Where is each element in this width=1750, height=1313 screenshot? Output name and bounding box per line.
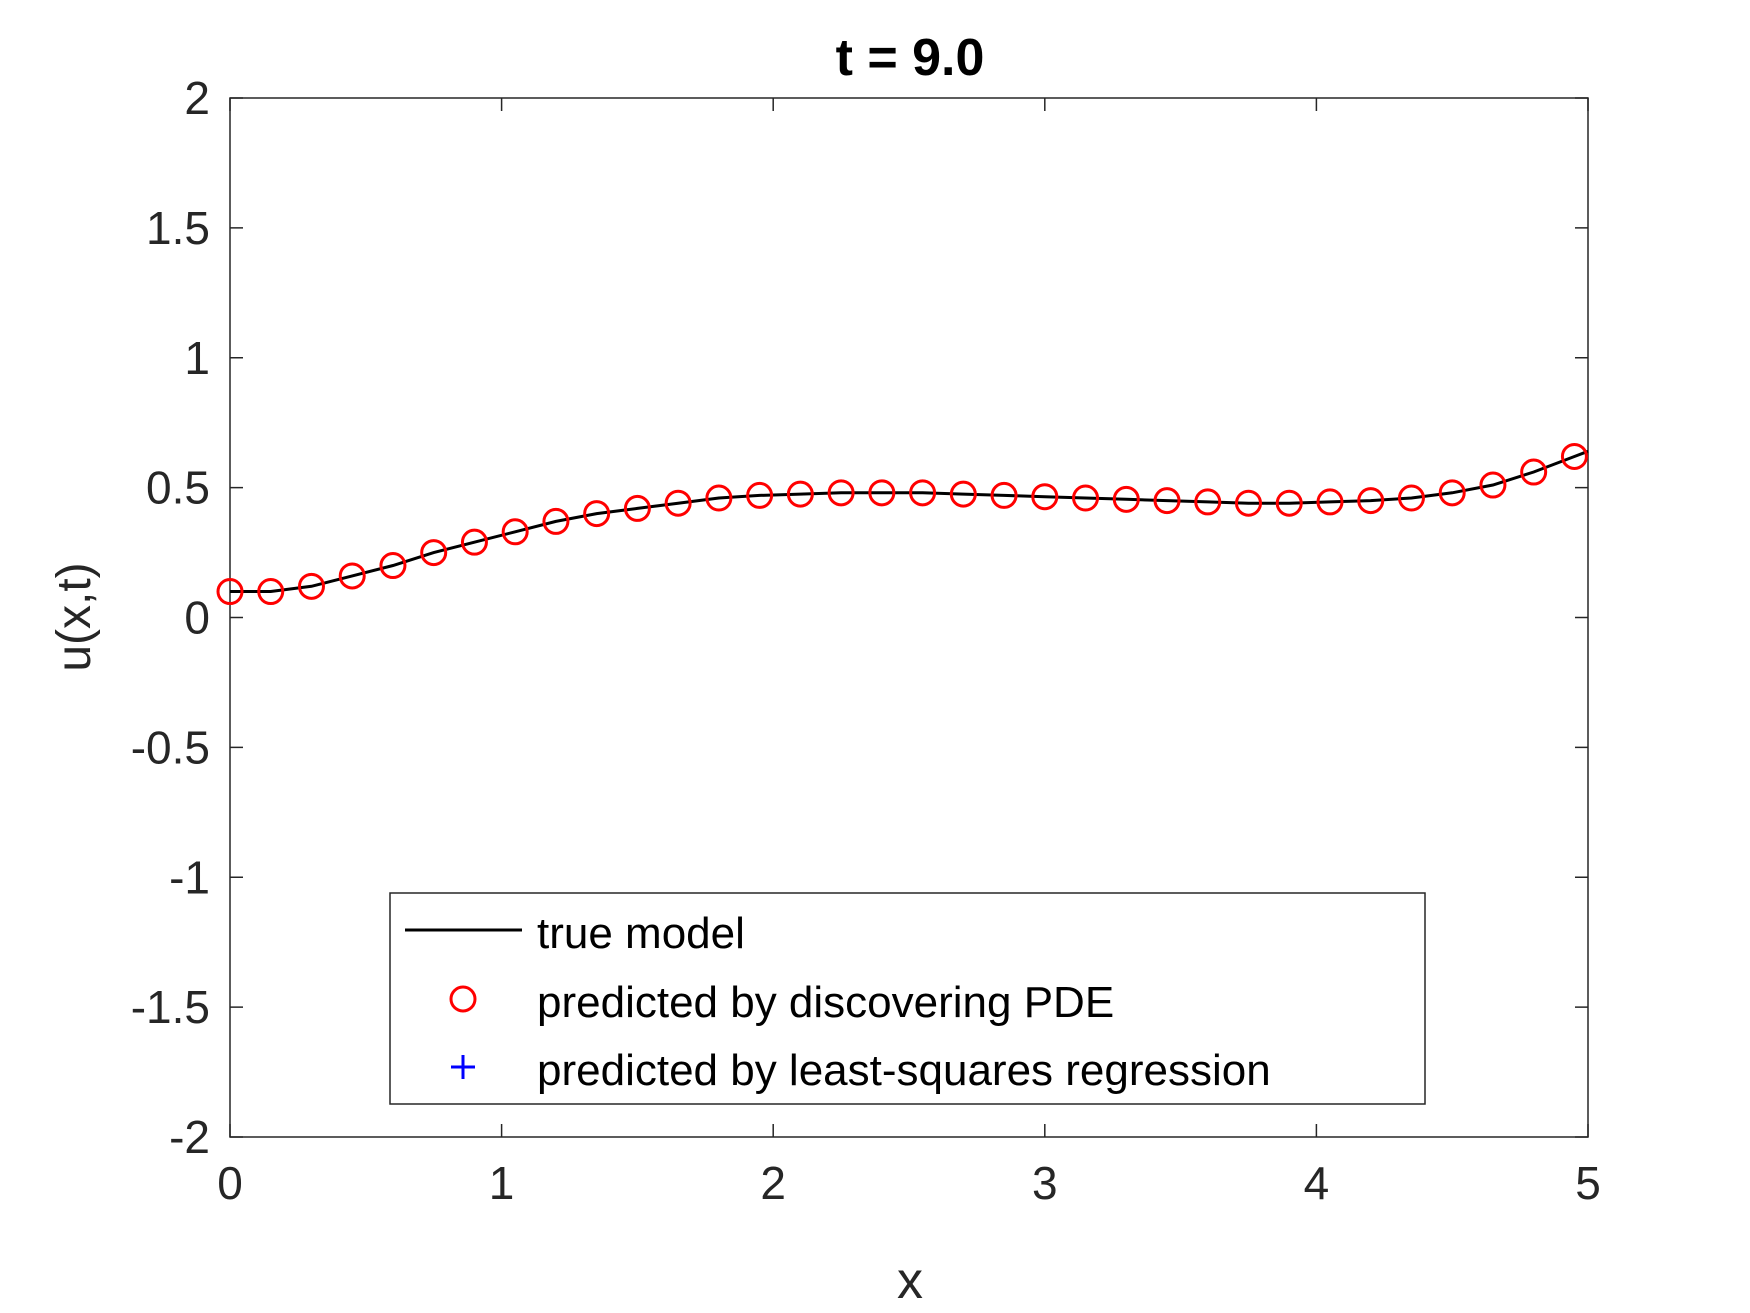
data-point-discovering-pde — [1316, 488, 1344, 516]
x-tick-label: 3 — [1032, 1157, 1058, 1209]
data-point-discovering-pde — [420, 539, 448, 567]
data-point-discovering-pde — [1357, 487, 1385, 515]
y-tick-label: 0.5 — [146, 462, 210, 514]
x-tick-label: 4 — [1304, 1157, 1330, 1209]
series-layer — [216, 442, 1589, 606]
data-point-discovering-pde — [1479, 471, 1507, 499]
series-line-true-model — [230, 449, 1589, 593]
data-point-discovering-pde — [1438, 479, 1466, 507]
data-point-discovering-pde — [297, 572, 325, 600]
data-point-discovering-pde — [1194, 488, 1222, 516]
data-point-discovering-pde — [746, 481, 774, 509]
y-tick-label: -2 — [169, 1111, 210, 1163]
x-tick-label: 0 — [217, 1157, 243, 1209]
y-tick-label: 0 — [184, 592, 210, 644]
data-point-discovering-pde — [501, 518, 529, 546]
data-point-discovering-pde — [1031, 483, 1059, 511]
data-point-discovering-pde — [338, 562, 366, 590]
x-tick-labels: 0 1 2 3 4 5 — [217, 1157, 1601, 1209]
legend-box — [389, 892, 1426, 1105]
data-point-discovering-pde — [257, 578, 285, 606]
data-point-discovering-pde — [623, 494, 651, 522]
legend: true model predicted by discovering PDE … — [389, 892, 1426, 1105]
y-tick-label: 1 — [184, 332, 210, 384]
data-point-discovering-pde — [909, 479, 937, 507]
data-point-discovering-pde — [1397, 484, 1425, 512]
data-point-discovering-pde — [1235, 489, 1262, 517]
y-tick-label: -1.5 — [131, 981, 210, 1033]
data-point-discovering-pde — [1275, 489, 1303, 517]
data-point-discovering-pde — [1520, 458, 1548, 486]
data-point-discovering-pde — [1153, 487, 1181, 515]
data-point-discovering-pde — [868, 479, 896, 507]
y-tick-labels: 2 1.5 1 0.5 0 -0.5 -1 -1.5 -2 — [131, 72, 210, 1163]
data-point-discovering-pde — [786, 480, 814, 508]
x-axis-label: x — [897, 1252, 923, 1310]
data-point-discovering-pde — [216, 578, 244, 606]
y-axis-label: u(x,t) — [48, 562, 101, 671]
data-point-discovering-pde — [583, 500, 611, 528]
data-point-discovering-pde — [949, 480, 977, 508]
x-tick-label: 5 — [1575, 1157, 1601, 1209]
y-tick-label: -0.5 — [131, 721, 210, 773]
legend-label-true-model: true model — [537, 909, 745, 958]
legend-plus-swatch — [451, 1055, 475, 1079]
data-point-discovering-pde — [1072, 484, 1100, 512]
axis-ticks — [229, 97, 1589, 1138]
data-point-discovering-pde — [827, 479, 855, 507]
y-tick-label: -1 — [169, 851, 210, 903]
data-point-discovering-pde — [542, 507, 570, 535]
legend-circle-swatch — [449, 985, 477, 1013]
x-tick-label: 1 — [489, 1157, 515, 1209]
data-point-discovering-pde — [1560, 442, 1588, 470]
legend-label-least-squares: predicted by least-squares regression — [537, 1046, 1271, 1095]
data-point-discovering-pde — [1112, 485, 1140, 513]
y-tick-label: 1.5 — [146, 202, 210, 254]
chart-title: t = 9.0 — [836, 29, 985, 87]
legend-label-discovering-pde: predicted by discovering PDE — [537, 978, 1114, 1027]
data-point-discovering-pde — [460, 528, 488, 556]
y-tick-label: 2 — [184, 72, 210, 124]
data-point-discovering-pde — [990, 481, 1018, 509]
data-point-discovering-pde — [664, 489, 692, 517]
data-point-discovering-pde — [705, 484, 733, 512]
data-point-discovering-pde — [379, 552, 407, 580]
x-tick-label: 2 — [760, 1157, 786, 1209]
